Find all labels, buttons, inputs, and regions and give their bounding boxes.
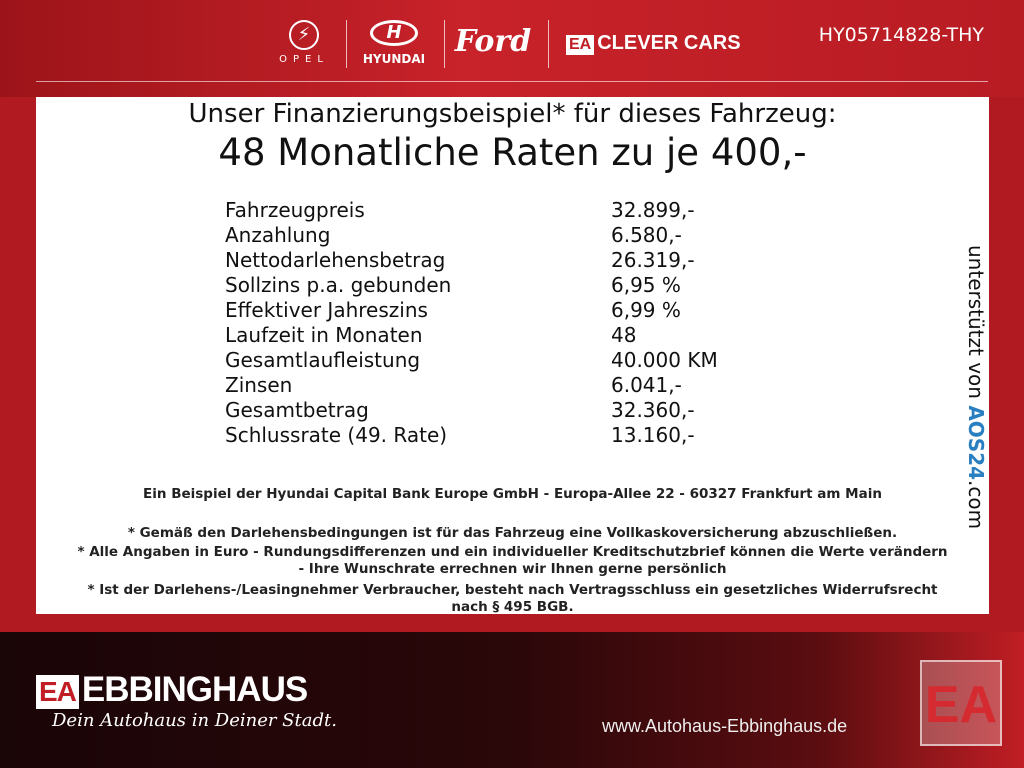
header: ⚡ OPEL H HYUNDAI Ford EA CLEVER CARS HY05… [0,0,1024,97]
financing-panel: Unser Finanzierungsbeispiel* für dieses … [36,97,989,615]
clever-cars-logo: EA CLEVER CARS [566,32,741,55]
footnote: * Ist der Darlehens-/Leasingnehmer Verbr… [87,582,938,598]
header-rule [36,81,988,82]
aos24-logo: AOS24 [964,405,988,481]
row-label: Gesamtlaufleistung [225,348,421,372]
row-label: Nettodarlehensbetrag [225,248,446,272]
footnote: nach § 495 BGB. [451,599,574,615]
opel-logo: ⚡ OPEL [276,20,332,65]
divider [346,20,347,68]
row-value: 6,99 % [611,298,681,322]
row-label: Zinsen [225,373,293,397]
row-value: 26.319,- [611,248,695,272]
footer: EA EBBINGHAUS Dein Autohaus in Deiner Sta… [0,632,1024,768]
row-value: 6.041,- [611,373,682,397]
vehicle-id: HY05714828-THY [818,24,984,46]
ea-logo-icon: EA [920,660,1002,746]
opel-bolt-icon: ⚡ [289,20,319,50]
row-label: Laufzeit in Monaten [225,323,423,347]
finance-row: Zinsen 6.041,- [225,373,825,398]
row-value: 6.580,- [611,223,682,247]
finance-row: Schlussrate (49. Rate) 13.160,- [225,423,825,448]
row-label: Sollzins p.a. gebunden [225,273,452,297]
hyundai-h-icon: H [370,20,418,46]
row-label: Gesamtbetrag [225,398,369,422]
finance-row: Nettodarlehensbetrag 26.319,- [225,248,825,273]
row-value: 6,95 % [611,273,681,297]
row-value: 13.160,- [611,423,695,447]
finance-row: Anzahlung 6.580,- [225,223,825,248]
finance-row: Sollzins p.a. gebunden 6,95 % [225,273,825,298]
footnote: * Gemäß den Darlehensbedingungen ist für… [127,525,898,541]
row-value: 32.360,- [611,398,695,422]
row-value: 40.000 KM [611,348,718,372]
divider [444,20,445,68]
row-label: Effektiver Jahreszins [225,298,428,322]
row-value: 48 [611,323,637,347]
monthly-rate-headline: 48 Monatliche Raten zu je 400,- [218,131,807,174]
finance-row: Gesamtbetrag 32.360,- [225,398,825,423]
website-link[interactable]: www.Autohaus-Ebbinghaus.de [602,716,848,736]
ebbinghaus-logo: EA EBBINGHAUS [36,670,308,710]
footnote: * Alle Angaben in Euro - Rundungsdiffere… [77,544,948,560]
row-label: Anzahlung [225,223,331,247]
row-label: Fahrzeugpreis [225,198,365,222]
finance-row: Fahrzeugpreis 32.899,- [225,198,825,223]
financing-title: Unser Finanzierungsbeispiel* für dieses … [188,99,837,129]
row-label: Schlussrate (49. Rate) [225,423,448,447]
finance-row: Laufzeit in Monaten 48 [225,323,825,348]
divider [548,20,549,68]
finance-row: Gesamtlaufleistung 40.000 KM [225,348,825,373]
supported-by: unterstützt von AOS24.com [964,245,988,530]
slogan: Dein Autohaus in Deiner Stadt. [52,710,337,731]
hyundai-logo: H HYUNDAI [362,20,426,66]
footnote: - Ihre Wunschrate errechnen wir Ihnen ge… [298,561,727,577]
finance-row: Effektiver Jahreszins 6,99 % [225,298,825,323]
row-value: 32.899,- [611,198,695,222]
bank-info: Ein Beispiel der Hyundai Capital Bank Eu… [143,486,882,502]
ford-logo: Ford [454,24,532,59]
